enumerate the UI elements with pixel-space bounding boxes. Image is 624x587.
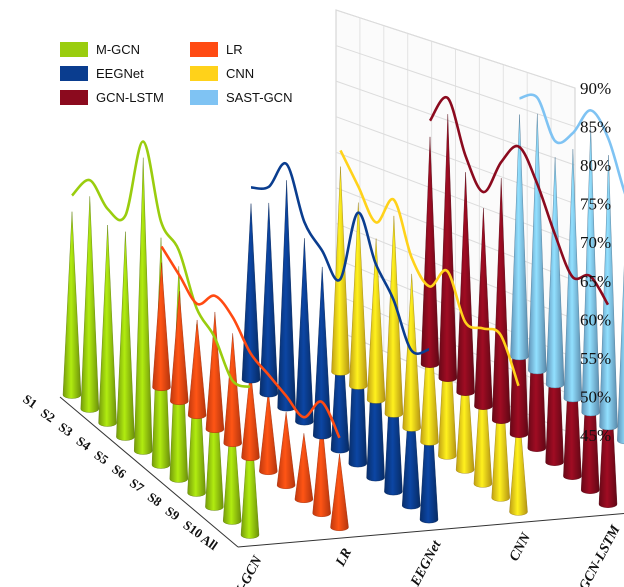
method-tick-label: GCN-LSTM [577,523,624,587]
legend: M-GCN EEGNet GCN-LSTM LR CNN SAST-GCN [60,42,292,105]
method-tick-label: LR [333,546,355,570]
legend-item: CNN [190,66,254,81]
trend-curve [339,149,520,387]
cone [240,402,260,539]
cone [491,178,511,424]
z-tick-label: 85% [580,118,611,137]
cone [80,196,100,413]
legend-label: GCN-LSTM [96,90,164,105]
cone [349,202,368,390]
cone [474,208,493,410]
legend-label: LR [226,42,243,57]
cone [170,291,189,405]
cone [455,337,475,474]
cone [259,202,279,398]
legend-item: GCN-LSTM [60,90,164,105]
cone [420,136,440,368]
legend-label: CNN [226,66,254,81]
category-tick-label: S2 [38,405,58,425]
category-tick-label: S1 [20,391,40,411]
category-tick-label: S8 [145,489,165,509]
z-tick-label: 55% [580,349,611,368]
method-tick-label: M-GCN [230,553,266,587]
method-axis-line [237,512,624,548]
cone [366,238,386,404]
legend-item: EEGNet [60,66,144,81]
category-tick-label: S9 [163,503,183,523]
legend-item: M-GCN [60,42,140,57]
cone [295,238,314,426]
cone [384,215,404,418]
z-tick-label: 50% [580,387,611,406]
cone [241,369,260,461]
legend-swatch [60,66,88,81]
trend-curves [71,93,624,439]
z-tick-label: 90% [580,79,611,98]
legend-label: M-GCN [96,42,140,57]
cone [241,203,261,384]
method-tick-label: EEGNet [408,537,445,587]
z-tick-label: 80% [580,156,611,175]
z-tick-label: 60% [580,310,611,329]
cone [401,366,421,510]
category-tick-label: S7 [127,475,147,495]
cone [438,114,458,382]
cone [98,224,117,427]
legend-label: EEGNet [96,66,144,81]
legend-swatch [60,42,88,57]
trend-curve [519,93,624,195]
z-tick-label: 70% [580,233,611,252]
category-axis-line [59,396,239,548]
cone [222,396,242,525]
cone [62,211,82,399]
cone [420,302,439,446]
cone [259,390,278,475]
cone [456,172,475,396]
cone [312,266,332,440]
category-tick-label: S5 [91,447,111,467]
cone [152,262,171,391]
cone [312,417,331,517]
cone [509,401,528,516]
category-tick-label: S4 [74,433,94,453]
trend-curve [71,140,251,389]
legend-label: SAST-GCN [226,90,292,105]
cone [599,155,618,431]
category-tick-label: S3 [56,419,76,439]
cone [223,333,242,447]
legend-item: SAST-GCN [190,90,292,105]
category-tick-label: S6 [109,461,129,481]
cone [510,114,529,361]
method-tick-label: CNN [507,530,535,564]
cone [545,157,565,389]
trend-curve [160,245,341,439]
z-tick-label: 45% [580,426,611,445]
z-tick-label: 65% [580,272,611,291]
grid-line-horizontal [335,45,576,128]
legend-swatch [190,42,218,57]
cone [116,231,135,441]
cone [528,113,547,375]
cone [491,351,510,502]
legend-item: LR [190,42,243,57]
cone [473,344,493,488]
grid-line-horizontal [335,9,576,89]
cone [205,311,225,433]
cone [581,126,600,417]
trend-curve [250,161,430,355]
cone [330,453,349,531]
cone [617,266,624,445]
cone [187,319,207,419]
legend-swatch [190,66,218,81]
legend-swatch [60,90,88,105]
cone [133,157,153,455]
cone [331,166,350,376]
cone [276,411,296,489]
cone [277,180,296,412]
cone [294,433,314,503]
trend-curve [428,95,610,306]
z-tick-label: 75% [580,195,611,214]
legend-swatch [190,90,218,105]
